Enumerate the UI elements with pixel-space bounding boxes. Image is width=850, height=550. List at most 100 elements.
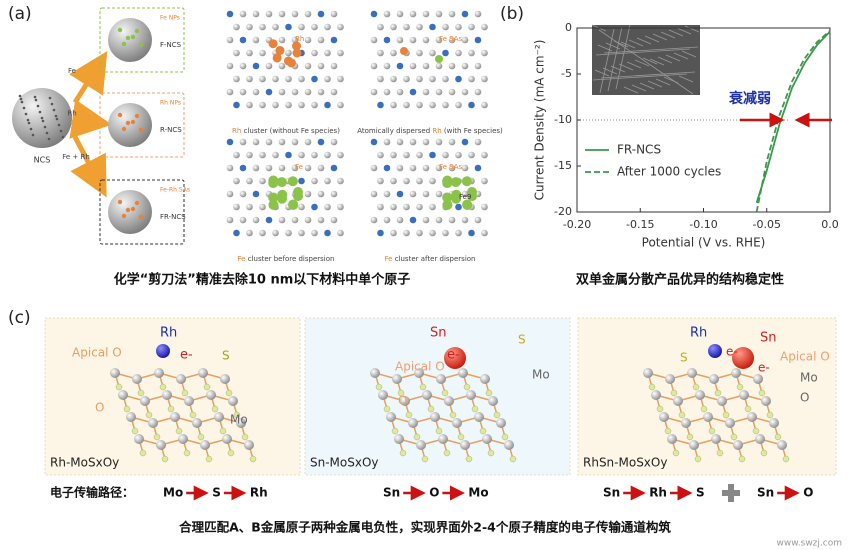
mo-atom <box>460 440 470 450</box>
lattice-atom <box>422 138 430 146</box>
lattice-atom <box>429 23 436 31</box>
lattice-atom <box>330 88 338 96</box>
atom-label: O <box>800 391 809 405</box>
lattice-atom <box>226 10 234 18</box>
cluster-atom <box>275 45 285 55</box>
lattice-atom <box>265 62 273 70</box>
lattice-atom <box>468 49 475 57</box>
pore <box>24 112 28 116</box>
lattice-atom <box>461 88 469 96</box>
lattice-atom <box>429 203 436 211</box>
mo-atom <box>452 418 462 428</box>
mo-atom <box>430 412 440 422</box>
x-tick-label: -0.20 <box>563 218 591 231</box>
lattice-atom <box>403 229 410 237</box>
lattice-atom <box>246 101 253 109</box>
lattice-atom <box>272 23 279 31</box>
lattice-atom <box>233 203 240 211</box>
lattice-atom <box>324 229 331 237</box>
lattice-atom <box>324 23 331 31</box>
lattice-atom <box>239 62 247 70</box>
s-atom <box>397 389 405 397</box>
mo-atom <box>178 434 188 444</box>
lattice-atom <box>429 75 436 83</box>
inset-texture <box>618 63 634 71</box>
lattice-atom <box>461 216 469 224</box>
s-atom <box>405 411 413 419</box>
mo-atom <box>687 368 697 378</box>
inset-texture <box>642 57 658 65</box>
panel-caption: 双单金属分散产品优异的结构稳定性 <box>576 272 784 288</box>
lattice-atom <box>304 190 312 198</box>
lattice-atom <box>272 229 279 237</box>
nanoparticle <box>121 126 127 132</box>
lattice-atom <box>422 190 430 198</box>
mo-atom <box>154 368 164 378</box>
s-atom <box>479 427 487 435</box>
lattice-atom <box>461 62 469 70</box>
synthesis-arrow <box>69 99 112 139</box>
lattice-atom <box>481 75 488 83</box>
s-atom <box>487 449 495 457</box>
lattice-atom <box>396 164 404 172</box>
lattice-atom <box>311 101 318 109</box>
lattice-atom <box>304 216 312 224</box>
s-atom <box>435 427 443 435</box>
lattice-atom <box>233 75 240 83</box>
inset-texture <box>644 35 660 43</box>
mo-atom <box>703 412 713 422</box>
legend-label: After 1000 cycles <box>617 165 721 179</box>
caption-segment: cluster (without Fe species) <box>241 127 340 135</box>
lattice-atom <box>383 36 391 44</box>
s-atom <box>383 405 391 413</box>
mo-atom <box>659 412 669 422</box>
lattice-atom <box>409 216 417 224</box>
s-atom <box>175 427 183 435</box>
atom-label: S <box>680 351 688 365</box>
lattice-atom <box>337 177 344 185</box>
atom-label: Mo <box>532 368 550 382</box>
lattice-atom <box>370 190 378 198</box>
lattice-atom <box>435 36 443 44</box>
mo-atom <box>162 390 172 400</box>
lattice-atom <box>337 229 344 237</box>
lattice-atom <box>435 216 443 224</box>
panel-caption: 合理匹配A、B金属原子两种金属电负性，实现界面外2-4个原子精度的电子传输通道构… <box>179 520 671 535</box>
caption-segment: (with Fe species) <box>442 127 503 135</box>
s-atom <box>203 383 211 391</box>
lattice-atom <box>226 216 234 224</box>
lattice-atom <box>259 203 266 211</box>
lattice-atom <box>377 49 384 57</box>
lattice-atom <box>226 164 234 172</box>
lattice-atom <box>422 88 430 96</box>
product-sphere <box>108 190 152 234</box>
pore <box>54 114 58 118</box>
lattice-atom <box>377 229 384 237</box>
s-atom <box>159 383 167 391</box>
lattice-atom <box>383 216 391 224</box>
pore <box>31 133 35 137</box>
lattice-atom <box>370 164 378 172</box>
pore <box>22 106 26 110</box>
mo-atom <box>220 374 230 384</box>
y-tick-label: -15 <box>554 159 572 172</box>
lattice-atom <box>377 23 384 31</box>
mo-atom <box>458 368 468 378</box>
single-atom <box>400 47 408 55</box>
mo-atom <box>643 368 653 378</box>
pore <box>40 116 44 120</box>
mo-atom <box>148 418 158 428</box>
lattice-atom <box>246 75 253 83</box>
cluster-atom <box>272 53 282 63</box>
lattice-atom <box>239 190 247 198</box>
mo-atom <box>126 412 136 422</box>
lattice-atom <box>370 62 378 70</box>
lattice-atom <box>422 10 430 18</box>
s-atom <box>139 449 147 457</box>
lattice-atom <box>474 164 482 172</box>
nanoparticle <box>125 120 131 126</box>
atom-label: Apical O <box>395 360 445 374</box>
lattice-atom <box>233 151 240 159</box>
atom-label: O <box>398 394 407 408</box>
lattice-atom <box>278 138 286 146</box>
